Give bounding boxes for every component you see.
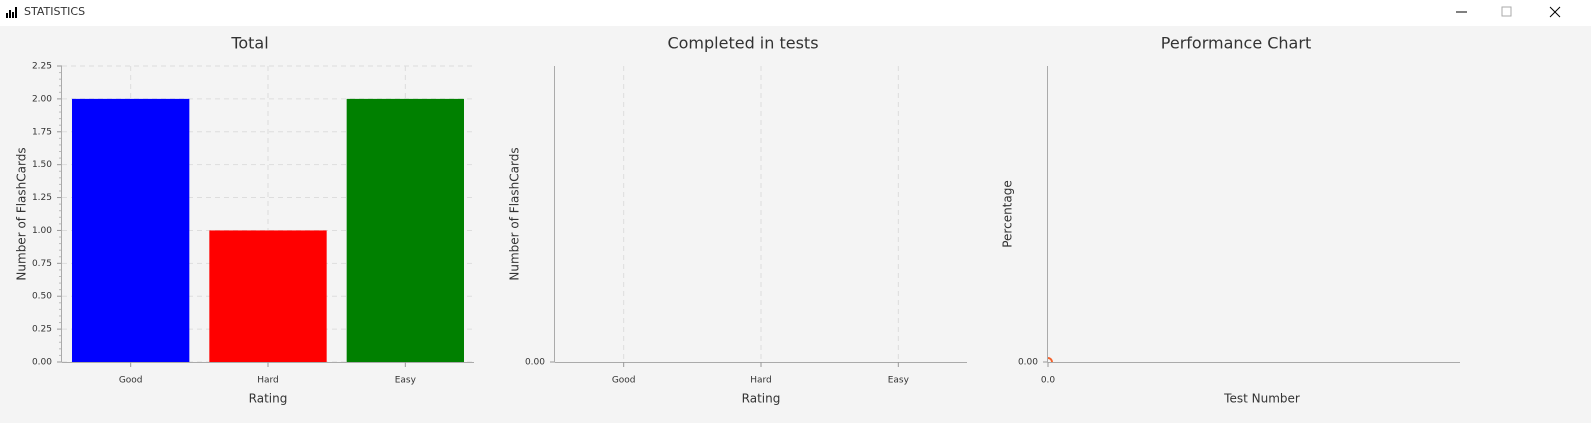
chart-title: Total [230,34,268,53]
x-axis-label: Rating [249,392,288,406]
y-tick-label: 2.25 [32,62,52,72]
y-tick-label: 2.00 [32,94,52,104]
window-title: STATISTICS [24,5,85,18]
x-tick-label: 0.0 [1041,376,1056,386]
y-tick-label: 1.75 [32,127,52,137]
y-tick-label: 0.50 [32,292,52,302]
chart-title: Completed in tests [667,34,818,53]
y-tick-label: 0.25 [32,325,52,335]
y-tick-label: 0.00 [1018,358,1038,368]
x-axis-label: Rating [742,392,781,406]
app-icon [6,7,17,18]
x-tick-label: Easy [395,376,417,386]
bar [72,98,190,362]
y-tick-label: 1.00 [32,226,52,236]
chart-title: Performance Chart [1161,34,1311,53]
close-button[interactable] [1549,6,1561,18]
y-tick-label: 1.25 [32,193,52,203]
y-axis-label: Number of FlashCards [15,147,29,280]
x-tick-label: Good [119,376,143,386]
x-tick-label: Hard [257,376,279,386]
bar [346,98,464,362]
y-tick-label: 0.75 [32,259,52,269]
y-tick-label: 1.50 [32,160,52,170]
y-tick-label: 0.00 [32,358,52,368]
maximize-button[interactable] [1501,6,1512,17]
bar [209,230,327,362]
y-axis-label: Number of FlashCards [508,147,522,280]
title-bar [0,0,1591,26]
y-axis-label: Percentage [1001,180,1015,248]
x-tick-label: Easy [888,376,910,386]
x-tick-label: Good [612,376,636,386]
x-axis-label: Test Number [1223,392,1300,406]
x-tick-label: Hard [750,376,772,386]
y-tick-label: 0.00 [525,358,545,368]
